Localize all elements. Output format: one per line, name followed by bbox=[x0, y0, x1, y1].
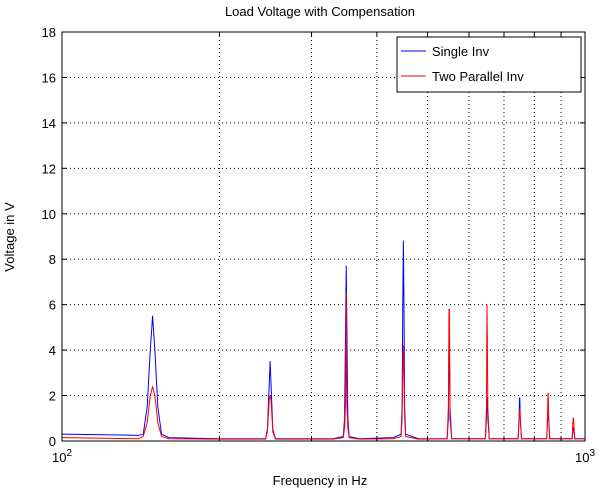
y-tick-label: 18 bbox=[42, 25, 56, 40]
legend-label-single-inv: Single Inv bbox=[432, 44, 490, 59]
x-tick-label: 102 bbox=[52, 448, 72, 465]
plot-frame bbox=[61, 31, 586, 442]
y-tick-label: 0 bbox=[49, 434, 56, 449]
grid-layer bbox=[62, 32, 585, 441]
y-tick-label: 6 bbox=[49, 298, 56, 313]
y-tick-label: 2 bbox=[49, 389, 56, 404]
y-tick-label: 10 bbox=[42, 207, 56, 222]
y-tick-label: 14 bbox=[42, 116, 56, 131]
tick-layer: 0 2 4 6 8 10 12 14 16 18 102 103 bbox=[42, 25, 596, 465]
y-tick-label: 8 bbox=[49, 252, 56, 267]
y-tick-label: 4 bbox=[49, 343, 56, 358]
x-tick-label: 103 bbox=[575, 448, 595, 465]
legend-label-two-parallel-inv: Two Parallel Inv bbox=[432, 69, 524, 84]
series-layer bbox=[61, 240, 585, 440]
plot-area bbox=[62, 32, 585, 441]
legend-box bbox=[396, 36, 582, 93]
y-axis-title: Voltage in V bbox=[2, 202, 17, 272]
y-tick-label: 12 bbox=[42, 161, 56, 176]
series-line-two-parallel-inv bbox=[61, 292, 585, 440]
x-axis-title: Frequency in Hz bbox=[273, 473, 368, 488]
y-tick-label: 16 bbox=[42, 70, 56, 85]
legend: Single Inv Two Parallel Inv bbox=[396, 36, 582, 93]
chart-title: Load Voltage with Compensation bbox=[225, 4, 415, 19]
